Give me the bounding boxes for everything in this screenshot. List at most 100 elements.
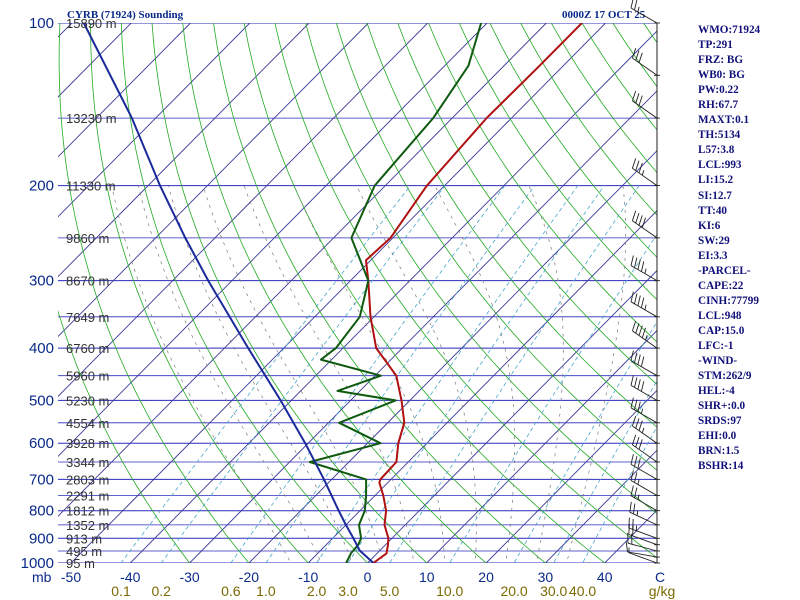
sounding-index: MAXT:0.1 [698,114,750,127]
mixing-ratio-line [160,185,446,563]
sounding-title: CYRB (71924) Sounding [67,9,184,21]
sounding-index: -WIND- [698,355,738,368]
sounding-index: SRDS:97 [698,415,742,428]
isotherm-line [58,23,547,517]
isotherm-line [58,23,488,457]
isotherm-line [248,150,657,563]
pressure-tick-label: 900 [29,530,54,547]
height-label: 2291 m [66,489,109,504]
sounding-index: TH:5134 [698,129,741,142]
mixing-ratio-label: 40.0 [569,583,596,599]
height-label: 7649 m [66,310,109,325]
wind-barb [630,0,658,24]
sounding-index: CINH:77799 [698,294,759,307]
moist-adiabat-line [434,185,516,563]
wind-barb [629,501,658,526]
sounding-index: TT:40 [698,204,728,217]
sounding-time: 0000Z 17 OCT 25 [562,9,646,21]
dry-adiabat-line [151,23,428,563]
pressure-tick-label: 600 [29,435,54,452]
wind-barb [625,541,658,558]
temperature-tick-label: -30 [179,569,199,585]
sounding-index: CAP:15.0 [698,324,745,337]
dry-adiabat-line [397,23,657,385]
height-label: 13230 m [66,111,117,126]
height-label: 3928 m [66,436,109,451]
mixing-ratio-label: 20.0 [500,583,527,599]
temperature-tick-label: 30 [538,569,554,585]
isotherm-line [426,329,657,563]
moist-adiabat-line [243,185,415,563]
isotherm-line [58,23,251,218]
mixing-ratio-label: 2.0 [307,583,327,599]
sounding-index: CAPE:22 [698,279,744,292]
sounding-index: LI:15.2 [698,174,734,187]
wind-barb [631,158,658,186]
height-label: 913 m [66,531,102,546]
sounding-index: FRZ: BG [698,54,744,67]
mixing-ratio-label: 1.0 [256,583,276,599]
temperature-unit-label: C [655,569,665,585]
temperature-tick-label: 0 [364,569,372,585]
sounding-index: BSHR:14 [698,460,744,473]
dewpoint-profile [308,23,483,563]
dry-adiabat-line [58,23,250,563]
height-label: 4554 m [66,416,109,431]
sounding-index: TP:291 [698,39,733,52]
sounding-index: KI:6 [698,219,721,232]
wind-barb [631,48,658,76]
temperature-tick-label: -10 [298,569,318,585]
mixing-ratio-unit-label: g/kg [649,583,675,599]
wind-barb [631,90,658,119]
wind-barb [630,375,658,401]
dry-adiabat-line [243,23,606,563]
sounding-index: LFC:-1 [698,339,734,352]
sounding-index: WB0: BG [698,69,745,82]
pressure-tick-label: 300 [29,273,54,290]
isotherm-line [545,449,657,563]
pressure-tick-label: 200 [29,178,54,195]
dry-adiabat-line [458,23,657,301]
sounding-index: LCL:948 [698,309,742,322]
pressure-tick-label: 1000 [21,555,54,572]
height-label: 495 m [66,544,102,559]
sounding-index: PW:0.22 [698,84,739,97]
temperature-tick-label: 20 [478,569,494,585]
sounding-index: L57:3.8 [698,144,735,157]
height-label: 1812 m [66,504,109,519]
wind-barb [630,255,658,281]
parcel-profile [82,23,375,563]
wind-barb [628,517,658,539]
wind-barb [631,434,658,463]
mixing-ratio-label: 10.0 [436,583,463,599]
sounding-index: SI:12.7 [698,189,732,202]
isotherm-line [485,389,657,563]
height-label: 2803 m [66,472,109,487]
isotherm-line [58,23,369,338]
sounding-index: SHR+:0.0 [698,400,746,413]
mixing-ratio-label: 0.2 [151,583,171,599]
sounding-index: -PARCEL- [698,264,751,277]
wind-barb [631,320,658,349]
height-label: 9860 m [66,231,109,246]
isotherm-line [58,23,191,158]
height-label: 15890 m [66,16,117,31]
moist-adiabat-line [528,185,564,563]
height-label: 6760 m [66,341,109,356]
wind-barb [630,397,658,424]
sounding-indices: WMO:71924 TP:291 FRZ: BG WB0: BG PW:0.22 RH:6… [698,23,798,474]
dry-adiabat-line [213,23,547,563]
height-label: 1352 m [66,518,109,533]
temperature-tick-label: -20 [239,569,259,585]
sounding-index: EI:3.3 [698,249,728,262]
wind-barb [630,454,658,480]
sounding-index: LCL:993 [698,159,742,172]
mixing-ratio-line [449,233,657,563]
sounding-index: EHI:0.0 [698,430,737,443]
mixing-ratio-label: 0.1 [111,583,131,599]
isotherm-line [307,210,657,563]
dry-adiabat-line [90,23,309,563]
mixing-ratio-line [120,185,411,563]
temperature-tick-label: -40 [120,569,140,585]
